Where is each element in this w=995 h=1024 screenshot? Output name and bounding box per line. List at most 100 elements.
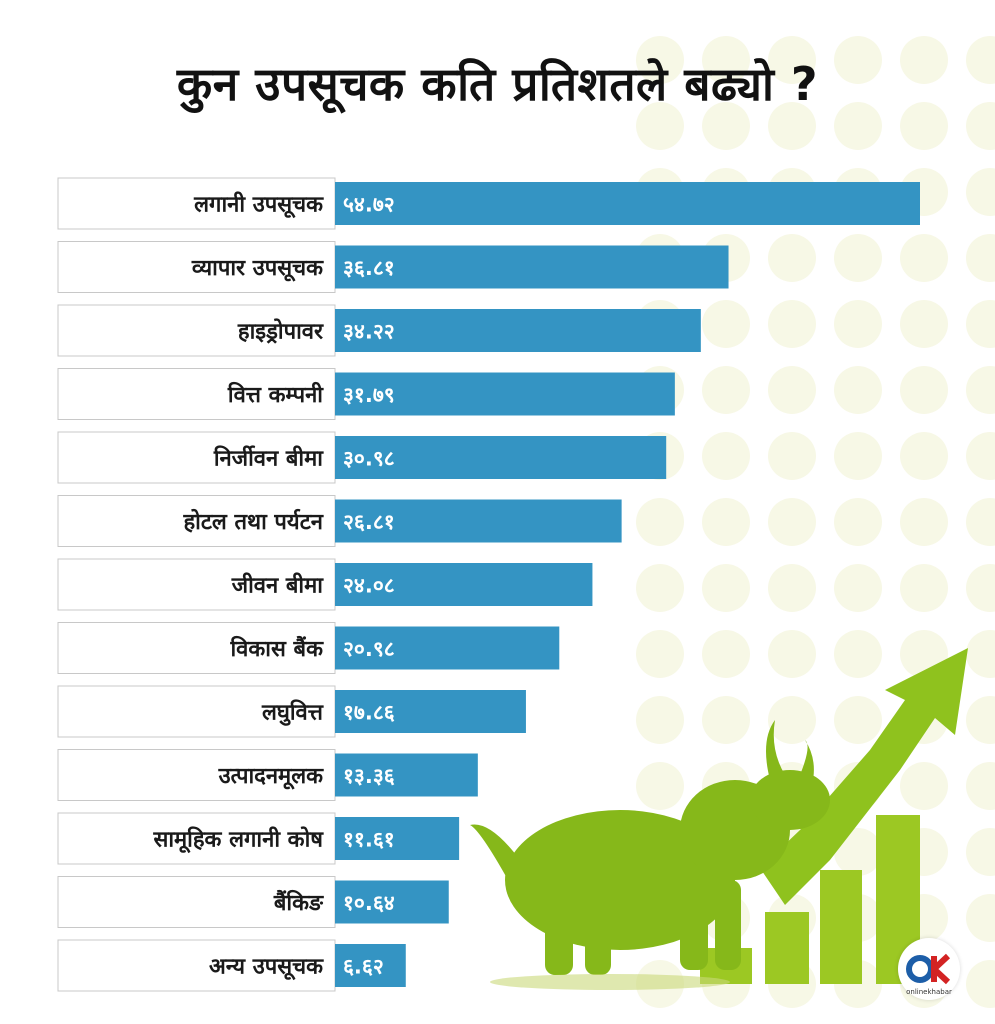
background-dot: [768, 102, 816, 150]
bar: [335, 372, 675, 416]
background-dot: [702, 630, 750, 678]
background-dot: [702, 696, 750, 744]
background-dot: [636, 102, 684, 150]
background-dot: [834, 432, 882, 480]
category-label: लगानी उपसूचक: [193, 191, 324, 219]
background-dot: [768, 366, 816, 414]
background-dot: [636, 696, 684, 744]
category-label: जीवन बीमा: [231, 572, 325, 599]
background-dot: [900, 432, 948, 480]
category-label: हाइड्रोपावर: [237, 318, 324, 345]
bar-value-label: ६.६२: [343, 955, 384, 979]
background-dot: [834, 564, 882, 612]
background-dot: [636, 36, 684, 84]
bar: [335, 690, 526, 733]
background-dot: [834, 828, 882, 876]
background-dot: [834, 630, 882, 678]
category-label-box: [57, 368, 336, 420]
background-dot: [834, 366, 882, 414]
background-dot: [966, 696, 995, 744]
background-dot: [834, 498, 882, 546]
bar-value-label: ३१.७९: [343, 383, 395, 407]
category-label-box: [57, 558, 336, 611]
background-dot: [702, 102, 750, 150]
bull-icon: [470, 720, 830, 975]
background-dot: [966, 762, 995, 810]
bar: [335, 817, 460, 860]
bar: [335, 182, 920, 225]
background-dot: [966, 300, 995, 348]
bar-value-label: १७.८६: [343, 701, 395, 725]
background-dot: [768, 564, 816, 612]
category-label: वित्त कम्पनी: [227, 381, 324, 408]
category-label-box: [57, 749, 336, 801]
background-dot: [702, 366, 750, 414]
bar: [335, 499, 622, 543]
bar-value-label: २०.९८: [343, 637, 395, 661]
bar: [335, 563, 593, 606]
background-dot: [966, 36, 995, 84]
background-dot: [900, 564, 948, 612]
background-dot: [900, 36, 948, 84]
background-dot: [834, 102, 882, 150]
growth-bar-2: [765, 912, 809, 984]
background-dot: [966, 564, 995, 612]
bar: [335, 245, 729, 289]
background-dot: [966, 630, 995, 678]
background-dot: [966, 960, 995, 1008]
category-label-box: [57, 495, 336, 547]
background-dot: [966, 234, 995, 282]
background-dot: [966, 432, 995, 480]
background-dot: [834, 300, 882, 348]
background-dot: [768, 36, 816, 84]
background-dot: [768, 432, 816, 480]
growth-bar-3: [820, 870, 862, 984]
background-dot: [966, 498, 995, 546]
category-label: लघुवित्त: [261, 699, 324, 727]
bar-value-label: २६.८१: [343, 510, 395, 534]
background-dot: [900, 300, 948, 348]
background-dot: [768, 498, 816, 546]
background-dot: [900, 102, 948, 150]
category-label: निर्जीवन बीमा: [213, 445, 324, 472]
category-label-box: [57, 241, 336, 293]
background-dot: [900, 762, 948, 810]
background-dot: [900, 366, 948, 414]
category-label-box: [57, 876, 336, 928]
bar-value-label: ३४.२२: [343, 320, 395, 344]
background-dot: [702, 432, 750, 480]
bar-value-label: ३०.९८: [343, 447, 395, 471]
bar-value-label: १३.३६: [343, 764, 395, 788]
background-dot: [702, 36, 750, 84]
background-dot: [702, 300, 750, 348]
background-dot: [834, 36, 882, 84]
category-label-box: [57, 812, 336, 865]
arrow-icon: [760, 648, 968, 905]
category-label-box: [57, 939, 336, 992]
background-dot: [636, 630, 684, 678]
onlinekhabar-logo: [898, 938, 960, 1000]
background-dot: [834, 234, 882, 282]
background-dot: [834, 696, 882, 744]
bar-value-label: ११.६१: [343, 828, 395, 852]
bull-shadow: [490, 974, 730, 990]
bar: [335, 753, 478, 797]
background-dot: [768, 234, 816, 282]
background-dot: [636, 564, 684, 612]
category-label-box: [57, 685, 336, 738]
category-label: उत्पादनमूलक: [218, 764, 324, 790]
brand-name: onlinekhabar: [906, 988, 952, 996]
category-label: बैंकिङ: [273, 889, 324, 916]
bar: [335, 309, 701, 352]
bar-value-label: ३६.८१: [343, 256, 395, 280]
background-dot: [702, 498, 750, 546]
background-dot: [966, 168, 995, 216]
background-dot: [768, 300, 816, 348]
bar: [335, 944, 406, 987]
background-dot: [702, 564, 750, 612]
bar: [335, 626, 560, 670]
background-dot: [768, 630, 816, 678]
background-dot: [636, 762, 684, 810]
